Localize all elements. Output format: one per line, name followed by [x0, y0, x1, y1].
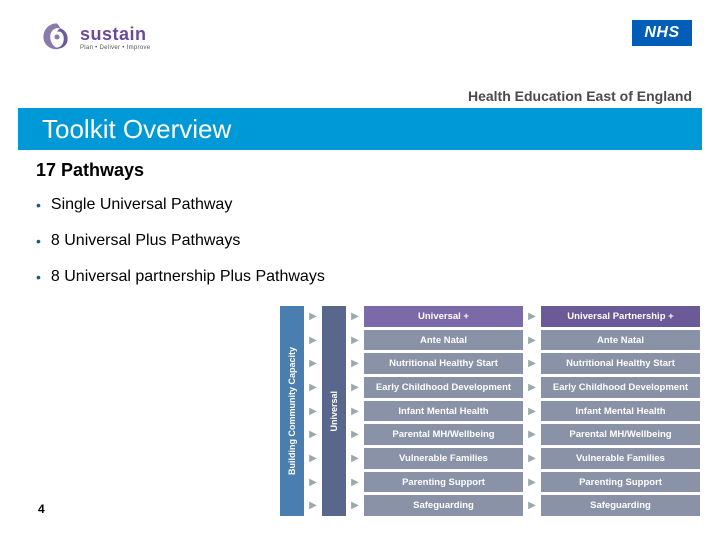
arrow-icon: ▶ — [525, 330, 539, 351]
page-title: Toolkit Overview — [42, 114, 231, 145]
arrow-icon: ▶ — [348, 401, 362, 422]
pathway-cell: Ante Natal — [364, 330, 523, 351]
building-capacity-column: Building Community Capacity — [280, 306, 304, 516]
arrow-icon: ▶ — [525, 448, 539, 469]
swirl-icon — [40, 20, 74, 54]
arrow-column-1: ▶ ▶ ▶ ▶ ▶ ▶ ▶ ▶ ▶ — [306, 306, 320, 516]
arrow-icon: ▶ — [525, 472, 539, 493]
pathway-cell: Early Childhood Development — [364, 377, 523, 398]
pathway-cell: Parental MH/Wellbeing — [364, 424, 523, 445]
arrow-icon: ▶ — [525, 353, 539, 374]
slide: sustain Plan • Deliver • Improve NHS Hea… — [0, 0, 720, 540]
pathway-cell: Nutritional Healthy Start — [364, 353, 523, 374]
subtitle: 17 Pathways — [36, 160, 144, 181]
universal-column: Universal — [322, 306, 346, 516]
sustain-word: sustain — [80, 24, 150, 45]
nhs-logo: NHS — [632, 20, 692, 46]
pathway-cell: Infant Mental Health — [541, 401, 700, 422]
arrow-icon: ▶ — [306, 401, 320, 422]
bullet-text: Single Universal Pathway — [51, 196, 232, 214]
arrow-icon: ▶ — [306, 306, 320, 327]
pathway-cell: Nutritional Healthy Start — [541, 353, 700, 374]
arrow-icon: ▶ — [306, 330, 320, 351]
arrow-icon: ▶ — [525, 377, 539, 398]
arrow-icon: ▶ — [525, 401, 539, 422]
bullet-text: 8 Universal partnership Plus Pathways — [51, 268, 325, 286]
column-header: Universal Partnership + — [541, 306, 700, 327]
arrow-column-3: ▶ ▶ ▶ ▶ ▶ ▶ ▶ ▶ ▶ — [525, 306, 539, 516]
sustain-logo: sustain Plan • Deliver • Improve — [40, 20, 150, 54]
arrow-icon: ▶ — [348, 424, 362, 445]
arrow-icon: ▶ — [348, 353, 362, 374]
bullet-item: Single Universal Pathway — [36, 196, 325, 214]
hee-text: Health Education East of England — [468, 88, 692, 104]
arrow-icon: ▶ — [306, 448, 320, 469]
arrow-icon: ▶ — [306, 472, 320, 493]
arrow-icon: ▶ — [306, 495, 320, 516]
arrow-icon: ▶ — [525, 495, 539, 516]
arrow-icon: ▶ — [525, 424, 539, 445]
pathway-cell: Ante Natal — [541, 330, 700, 351]
arrow-icon: ▶ — [306, 353, 320, 374]
bullet-item: 8 Universal Plus Pathways — [36, 232, 325, 250]
nhs-logo-text: NHS — [644, 24, 679, 42]
arrow-icon: ▶ — [348, 495, 362, 516]
heading-bar: Toolkit Overview — [18, 108, 702, 150]
bullet-text: 8 Universal Plus Pathways — [51, 232, 240, 250]
arrow-icon: ▶ — [348, 377, 362, 398]
pathway-cell: Parental MH/Wellbeing — [541, 424, 700, 445]
sustain-tagline: Plan • Deliver • Improve — [80, 45, 150, 51]
universal-plus-column: Universal + Ante Natal Nutritional Healt… — [364, 306, 523, 516]
arrow-icon: ▶ — [306, 424, 320, 445]
pathways-diagram: Building Community Capacity ▶ ▶ ▶ ▶ ▶ ▶ … — [280, 306, 700, 516]
pathway-cell: Vulnerable Families — [541, 448, 700, 469]
arrow-icon: ▶ — [525, 306, 539, 327]
arrow-icon: ▶ — [348, 330, 362, 351]
building-label: Building Community Capacity — [287, 347, 297, 475]
pathway-cell: Safeguarding — [541, 495, 700, 516]
pathway-cell: Safeguarding — [364, 495, 523, 516]
page-number: 4 — [38, 502, 45, 516]
pathway-cell: Infant Mental Health — [364, 401, 523, 422]
column-header: Universal + — [364, 306, 523, 327]
pathway-cell: Parenting Support — [364, 472, 523, 493]
pathway-cell: Vulnerable Families — [364, 448, 523, 469]
bullet-list: Single Universal Pathway 8 Universal Plu… — [36, 196, 325, 304]
arrow-icon: ▶ — [306, 377, 320, 398]
universal-partnership-plus-column: Universal Partnership + Ante Natal Nutri… — [541, 306, 700, 516]
arrow-icon: ▶ — [348, 448, 362, 469]
arrow-column-2: ▶ ▶ ▶ ▶ ▶ ▶ ▶ ▶ ▶ — [348, 306, 362, 516]
pathway-cell: Early Childhood Development — [541, 377, 700, 398]
pathway-cell: Parenting Support — [541, 472, 700, 493]
arrow-icon: ▶ — [348, 306, 362, 327]
universal-label: Universal — [329, 391, 339, 432]
bullet-item: 8 Universal partnership Plus Pathways — [36, 268, 325, 286]
arrow-icon: ▶ — [348, 472, 362, 493]
